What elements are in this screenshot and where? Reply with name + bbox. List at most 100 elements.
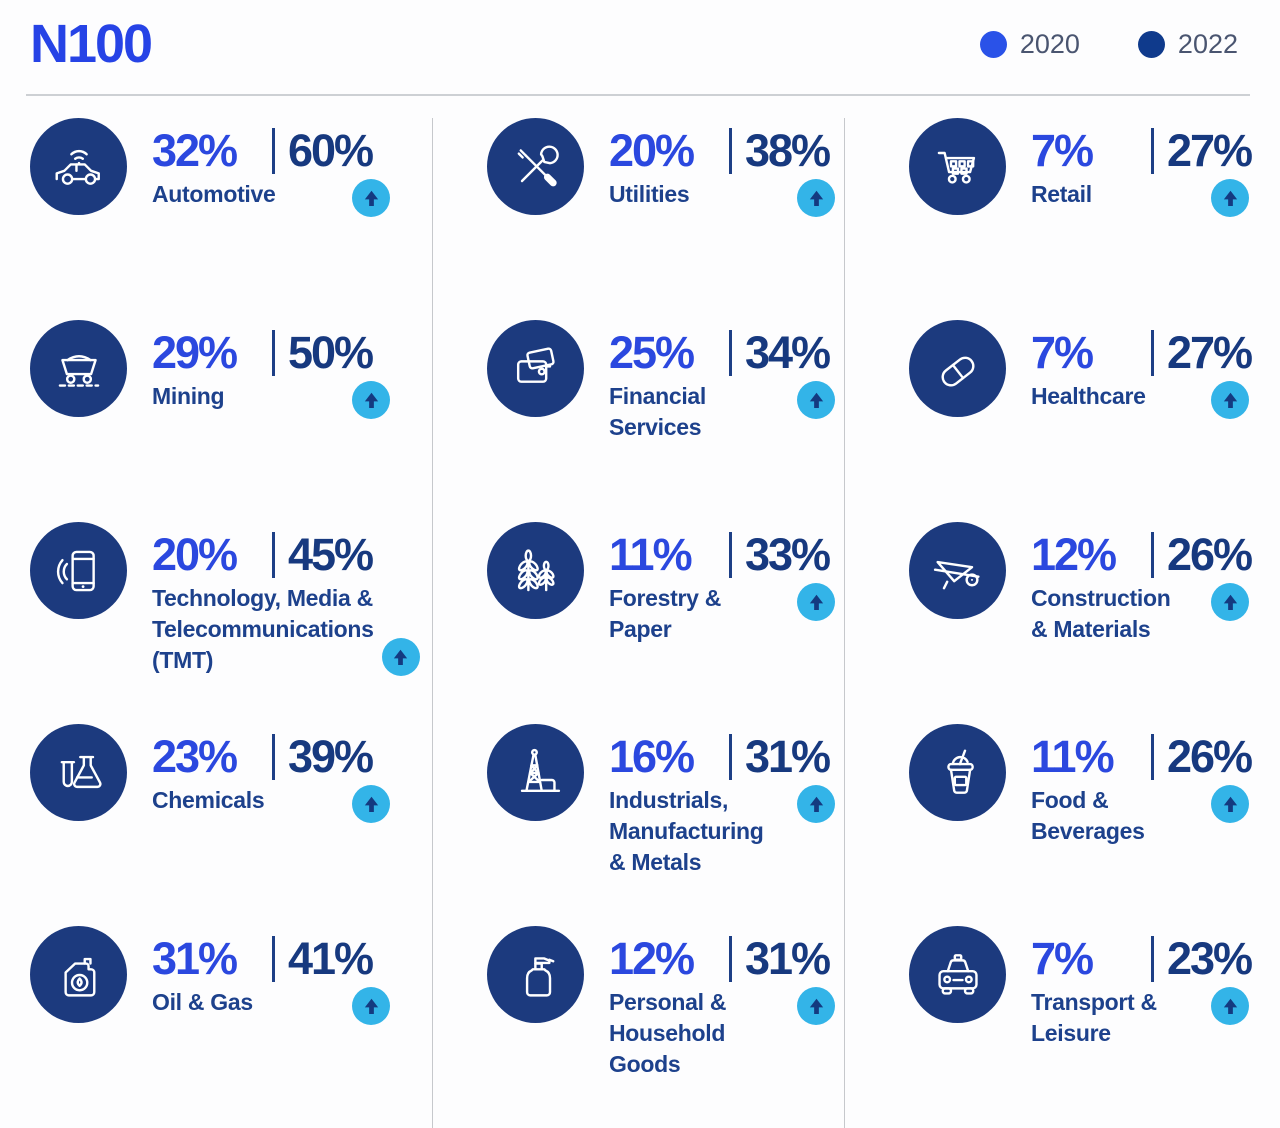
retail-icon-circle	[909, 118, 1006, 215]
oil-can-icon	[63, 957, 95, 997]
pct-2022: 23%	[1167, 933, 1253, 984]
sector-cell-oil-gas: 31% 41% Oil & Gas	[30, 926, 432, 1128]
sector-cell-forestry-paper: 11% 33% Forestry & Paper	[487, 522, 844, 724]
sector-cell-transport-leisure: 7% 23% Transport & Leisure	[909, 926, 1280, 1128]
arrow-up-icon	[806, 188, 827, 209]
healthcare-icon-circle	[909, 320, 1006, 417]
legend-label-2020: 2020	[1019, 28, 1080, 59]
arrow-up-icon	[1220, 390, 1241, 411]
pct-2022: 41%	[288, 933, 374, 984]
sector-label: Oil & Gas	[152, 989, 253, 1016]
pct-2022: 60%	[288, 125, 374, 176]
trend-up-badge	[797, 987, 835, 1026]
pct-divider	[729, 531, 732, 578]
arrow-up-icon	[1220, 794, 1241, 815]
trend-up-badge	[352, 179, 390, 218]
wallet-icon	[516, 346, 555, 383]
pct-2022: 27%	[1167, 125, 1253, 176]
oil-gas-icon-circle	[30, 926, 127, 1023]
pct-divider	[1151, 935, 1154, 982]
pct-divider	[729, 127, 732, 174]
sector-label: Technology, Media & Telecommunications (…	[152, 585, 374, 674]
sector-cell-personal-household: 12% 31% Personal & Household Goods	[487, 926, 844, 1128]
pct-2022: 33%	[745, 529, 831, 580]
shopping-cart-icon	[937, 151, 975, 184]
pct-2020: 32%	[152, 125, 238, 176]
trend-up-badge	[797, 381, 835, 420]
pct-2022: 27%	[1167, 327, 1253, 378]
pct-2022: 26%	[1167, 731, 1253, 782]
pill-icon	[940, 356, 975, 387]
pct-divider	[1151, 329, 1154, 376]
pct-divider	[729, 935, 732, 982]
pct-divider	[1151, 733, 1154, 780]
sector-cell-food-beverages: 11% 26% Food & Beverages	[909, 724, 1280, 926]
pct-2022: 31%	[745, 933, 831, 984]
pct-2022: 38%	[745, 125, 831, 176]
arrow-up-icon	[390, 647, 411, 668]
sector-label: Mining	[152, 383, 225, 410]
trend-up-badge	[381, 638, 420, 677]
sector-label: Automotive	[152, 181, 276, 208]
sector-cell-construction: 12% 26% Construction & Materials	[909, 522, 1280, 724]
trend-up-badge	[352, 987, 390, 1026]
arrow-up-icon	[361, 188, 382, 209]
column-2: 20% 38% Utilities	[433, 118, 845, 1128]
trend-up-badge	[797, 179, 835, 218]
arrow-up-icon	[1220, 188, 1241, 209]
mine-cart-icon	[58, 354, 99, 387]
sector-label: Utilities	[609, 181, 690, 208]
sector-grid: 32% 60% Automotive	[0, 96, 1280, 1128]
page-title: N100	[30, 14, 153, 74]
trend-up-badge	[1211, 785, 1249, 824]
taxi-icon	[937, 953, 978, 995]
construction-icon-circle	[909, 522, 1006, 619]
forestry-paper-icon-circle	[487, 522, 584, 619]
legend-item-2020: 2020	[979, 28, 1080, 60]
wheat-icon	[517, 548, 555, 591]
legend-dot-2022-icon	[1137, 30, 1165, 58]
automotive-icon-circle	[30, 118, 127, 215]
sector-cell-tmt: 20% 45% Technology, Media & Telecommunic…	[30, 522, 432, 724]
sector-cell-industrials: 16% 31% Industrials, Manufacturing & Met…	[487, 724, 844, 926]
food-beverages-icon-circle	[909, 724, 1006, 821]
tmt-icon-circle	[30, 522, 127, 619]
legend-item-2022: 2022	[1137, 29, 1238, 60]
sector-label: Forestry & Paper	[609, 585, 722, 643]
sector-label: Construction & Materials	[1031, 585, 1171, 643]
sector-label: Industrials, Manufacturing & Metals	[609, 787, 764, 876]
pct-2020: 20%	[152, 529, 238, 580]
trend-up-badge	[1211, 583, 1249, 622]
arrow-up-icon	[1220, 996, 1241, 1017]
chemical-flask-icon	[60, 755, 102, 788]
arrow-up-icon	[361, 794, 382, 815]
column-1: 32% 60% Automotive	[0, 118, 433, 1128]
trend-up-badge	[1211, 381, 1249, 420]
utilities-icon-circle	[487, 118, 584, 215]
column-3: 7% 27% Retail	[845, 118, 1280, 1128]
pct-2020: 31%	[152, 933, 238, 984]
pct-2022: 34%	[745, 327, 831, 378]
sector-label: Financial Services	[609, 383, 706, 441]
pct-2020: 20%	[609, 125, 695, 176]
wheelbarrow-icon	[933, 560, 980, 589]
sector-label: Transport & Leisure	[1031, 989, 1157, 1047]
sector-cell-retail: 7% 27% Retail	[909, 118, 1280, 320]
arrow-up-icon	[806, 592, 827, 613]
pct-2022: 45%	[288, 529, 374, 580]
pct-divider	[272, 531, 275, 578]
trend-up-badge	[352, 381, 390, 420]
sector-cell-mining: 29% 50% Mining	[30, 320, 432, 522]
sector-cell-automotive: 32% 60% Automotive	[30, 118, 432, 320]
pct-divider	[272, 935, 275, 982]
pct-2020: 7%	[1031, 327, 1094, 378]
sector-label: Retail	[1031, 181, 1092, 208]
pct-divider	[729, 733, 732, 780]
pct-divider	[729, 329, 732, 376]
oil-derrick-icon	[520, 748, 560, 792]
arrow-up-icon	[806, 794, 827, 815]
arrow-up-icon	[361, 996, 382, 1017]
chemicals-icon-circle	[30, 724, 127, 821]
header: N100 2020 2022	[26, 0, 1250, 96]
sector-cell-utilities: 20% 38% Utilities	[487, 118, 844, 320]
